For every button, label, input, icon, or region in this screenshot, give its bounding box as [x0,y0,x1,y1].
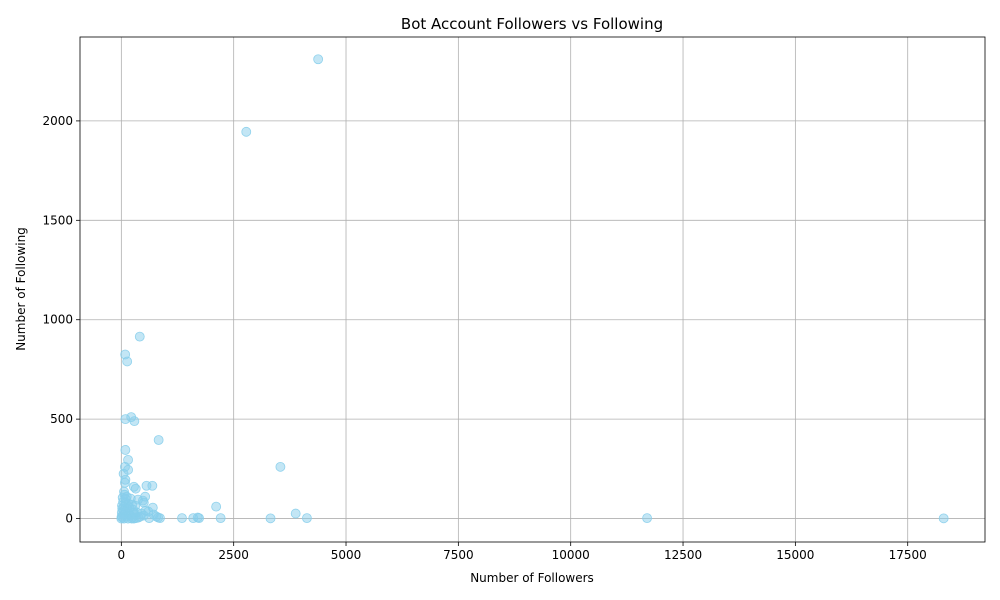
y-axis-ticks: 0 500 1000 1500 2000 [42,114,80,526]
data-point [241,126,252,137]
x-axis-label: Number of Followers [470,571,594,585]
data-point [120,477,130,488]
x-tick-label: 2500 [218,548,249,562]
data-point [129,416,140,427]
x-tick-label: 12500 [664,548,702,562]
y-tick-label: 0 [65,512,73,526]
x-axis-ticks: 0 2500 5000 7500 10000 12500 15000 17500 [118,542,927,562]
data-point [177,513,187,524]
grid-lines [80,37,985,542]
y-tick-label: 1500 [42,213,73,227]
x-tick-label: 15000 [776,548,814,562]
x-tick-label: 0 [118,548,126,562]
data-point [211,501,222,512]
x-tick-label: 17500 [889,548,927,562]
data-point [194,513,204,524]
data-point [120,445,131,455]
data-point [144,513,155,524]
data-point [938,513,949,524]
x-tick-label: 10000 [552,548,590,562]
data-point [290,508,301,519]
data-point [313,54,324,65]
data-point [128,507,139,518]
data-point [118,505,129,516]
y-tick-label: 2000 [42,114,73,128]
data-point [155,513,165,524]
data-point [642,513,652,524]
data-point [130,483,141,494]
data-point [215,513,226,524]
x-tick-label: 7500 [443,548,474,562]
chart-title: Bot Account Followers vs Following [401,15,663,33]
plot-frame [79,36,986,543]
data-point [122,356,133,367]
data-point [275,461,286,472]
data-point [147,480,158,491]
data-point [138,497,149,508]
x-tick-label: 5000 [331,548,362,562]
data-point [134,331,145,342]
data-point [153,435,164,445]
scatter-points [116,54,949,524]
data-point [302,513,312,524]
data-point [265,513,276,524]
y-axis-label: Number of Following [14,227,28,351]
y-tick-label: 500 [50,412,73,426]
y-tick-label: 1000 [42,313,73,327]
